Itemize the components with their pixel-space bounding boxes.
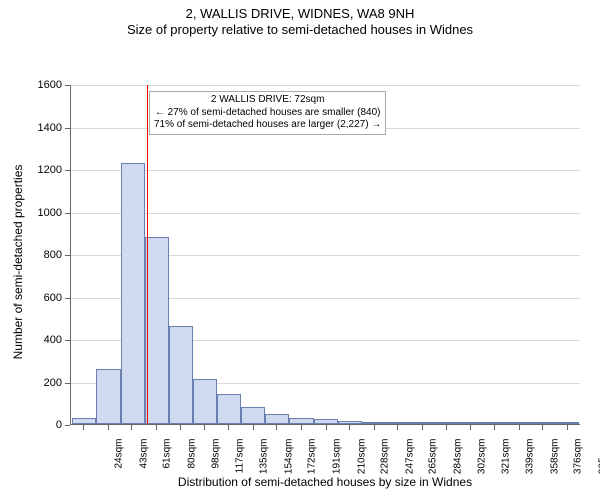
xtick-label: 247sqm <box>404 439 415 479</box>
xtick-label: 43sqm <box>138 439 149 479</box>
ytick-mark <box>65 425 70 426</box>
xtick-mark <box>108 425 109 430</box>
xtick-label: 302sqm <box>476 439 487 479</box>
xtick-label: 80sqm <box>187 439 198 479</box>
xtick-label: 154sqm <box>283 439 294 479</box>
xtick-label: 24sqm <box>114 439 125 479</box>
chart-titles: 2, WALLIS DRIVE, WIDNES, WA8 9NH Size of… <box>0 0 600 37</box>
histogram-bar <box>386 422 410 424</box>
annotation-line: 71% of semi-detached houses are larger (… <box>154 119 381 132</box>
xtick-label: 228sqm <box>380 439 391 479</box>
ytick-mark <box>65 85 70 86</box>
ytick-mark <box>65 255 70 256</box>
ytick-mark <box>65 213 70 214</box>
histogram-bar <box>434 422 458 424</box>
xtick-label: 191sqm <box>331 439 342 479</box>
xtick-mark <box>567 425 568 430</box>
ytick-mark <box>65 298 70 299</box>
xtick-mark <box>156 425 157 430</box>
ytick-label: 600 <box>0 292 62 304</box>
xtick-mark <box>301 425 302 430</box>
histogram-bar <box>531 422 555 424</box>
histogram-bar <box>72 418 96 424</box>
xtick-label: 61sqm <box>162 439 173 479</box>
xtick-mark <box>494 425 495 430</box>
histogram-bar <box>265 414 289 424</box>
histogram-bar <box>362 422 386 424</box>
ytick-mark <box>65 128 70 129</box>
xtick-label: 210sqm <box>356 439 367 479</box>
histogram-bar <box>121 163 145 424</box>
histogram-bar <box>289 418 313 424</box>
histogram-bar <box>555 422 579 424</box>
xtick-mark <box>422 425 423 430</box>
annotation-line: ← 27% of semi-detached houses are smalle… <box>154 107 381 120</box>
xtick-mark <box>204 425 205 430</box>
histogram-bar <box>241 407 265 424</box>
title-sub: Size of property relative to semi-detach… <box>0 22 600 37</box>
xtick-mark <box>253 425 254 430</box>
xtick-mark <box>374 425 375 430</box>
plot-area: 2 WALLIS DRIVE: 72sqm← 27% of semi-detac… <box>70 85 580 425</box>
xtick-label: 265sqm <box>428 439 439 479</box>
xtick-mark <box>519 425 520 430</box>
ytick-label: 400 <box>0 334 62 346</box>
histogram-bar <box>193 379 217 424</box>
histogram-bar <box>169 326 193 424</box>
ytick-mark <box>65 340 70 341</box>
histogram-bar <box>314 419 338 424</box>
ytick-label: 1600 <box>0 79 62 91</box>
xtick-label: 339sqm <box>524 439 535 479</box>
xtick-mark <box>349 425 350 430</box>
ytick-label: 0 <box>0 419 62 431</box>
xtick-mark <box>180 425 181 430</box>
xtick-label: 98sqm <box>210 439 221 479</box>
x-axis-title: Distribution of semi-detached houses by … <box>155 475 495 489</box>
ytick-mark <box>65 383 70 384</box>
ytick-label: 1200 <box>0 164 62 176</box>
xtick-mark <box>542 425 543 430</box>
xtick-label: 117sqm <box>235 439 246 479</box>
histogram-bar <box>483 422 507 424</box>
histogram-bar <box>145 237 169 424</box>
xtick-mark <box>131 425 132 430</box>
histogram-bar <box>410 422 434 424</box>
xtick-mark <box>446 425 447 430</box>
xtick-mark <box>228 425 229 430</box>
ytick-label: 1000 <box>0 207 62 219</box>
annotation-line: 2 WALLIS DRIVE: 72sqm <box>154 94 381 107</box>
xtick-mark <box>326 425 327 430</box>
xtick-mark <box>470 425 471 430</box>
histogram-bar <box>507 422 531 424</box>
ytick-label: 800 <box>0 249 62 261</box>
histogram-bar <box>96 369 120 424</box>
histogram-bar <box>217 394 241 424</box>
annotation-box: 2 WALLIS DRIVE: 72sqm← 27% of semi-detac… <box>149 91 386 135</box>
y-axis-title: Number of semi-detached properties <box>11 152 25 372</box>
title-main: 2, WALLIS DRIVE, WIDNES, WA8 9NH <box>0 6 600 21</box>
ytick-mark <box>65 170 70 171</box>
xtick-label: 172sqm <box>307 439 318 479</box>
marker-line <box>147 85 148 424</box>
xtick-mark <box>83 425 84 430</box>
xtick-label: 358sqm <box>549 439 560 479</box>
histogram-bar <box>338 421 362 424</box>
xtick-mark <box>276 425 277 430</box>
xtick-label: 321sqm <box>501 439 512 479</box>
ytick-label: 200 <box>0 377 62 389</box>
xtick-label: 284sqm <box>453 439 464 479</box>
xtick-label: 376sqm <box>573 439 584 479</box>
histogram-chart: 2 WALLIS DRIVE: 72sqm← 27% of semi-detac… <box>0 37 600 500</box>
xtick-label: 135sqm <box>258 439 269 479</box>
histogram-bar <box>458 422 482 424</box>
ytick-label: 1400 <box>0 122 62 134</box>
xtick-mark <box>397 425 398 430</box>
